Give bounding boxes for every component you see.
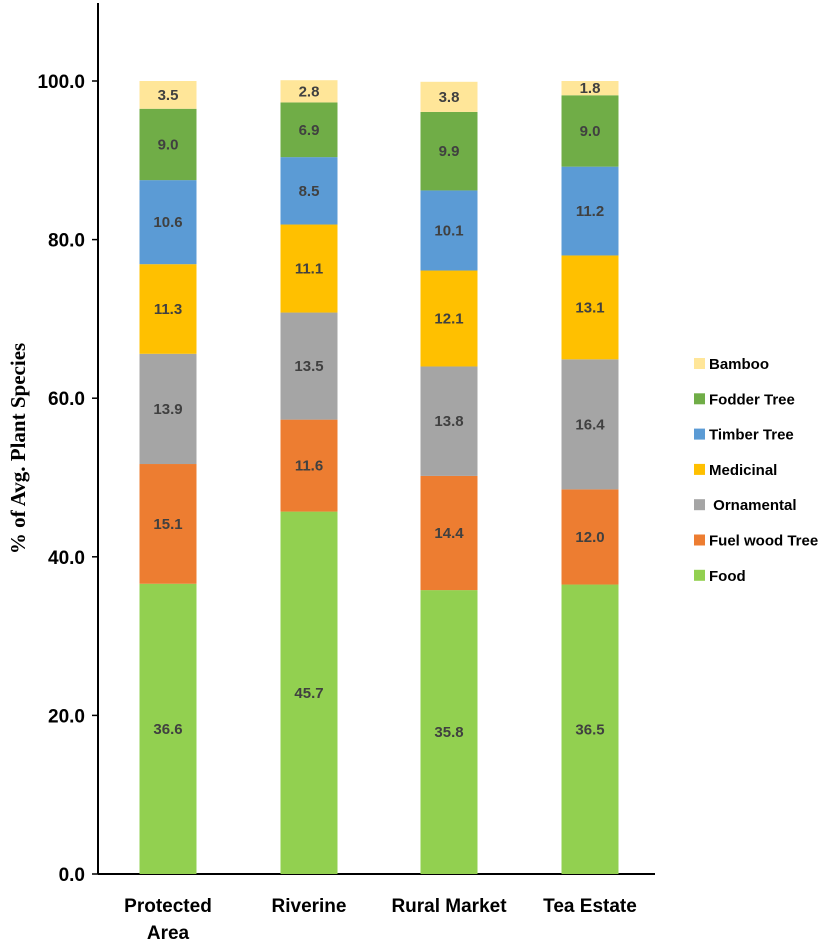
bar-segment [280,102,338,158]
data-label: 35.8 [434,724,463,741]
legend-swatch [694,499,705,511]
data-label: 2.8 [299,83,320,100]
data-label: 9.0 [580,123,601,140]
data-label: 12.0 [575,529,604,546]
bar-segment [280,312,338,420]
bar-segment [420,475,478,591]
bar-segment [280,157,338,225]
data-label: 11.6 [295,458,323,475]
data-label: 14.4 [434,525,464,542]
y-tick-label: 60.0 [48,389,85,410]
bar-segment [561,489,619,585]
bar-segment [420,190,478,271]
data-label: 15.1 [153,516,182,533]
data-label: 16.4 [575,416,605,433]
y-tick-label: 40.0 [48,548,85,569]
bar-segment [420,270,478,367]
y-tick-label: 80.0 [48,231,85,252]
legend-swatch [694,534,705,546]
legend-swatch [694,463,705,475]
legend-swatch [694,428,705,440]
bar-segment [420,366,478,476]
x-category-label-line: Tea Estate [543,896,637,917]
data-label: 13.8 [434,413,463,430]
data-label: 8.5 [299,183,320,200]
data-label: 13.1 [575,299,604,316]
data-label: 1.8 [580,80,601,97]
data-labels: 36.6 15.1 13.9 11.3 10.6 9.0 3.5 45.7 11.6 13.5 11… [153,80,605,741]
x-category-label: Riverine [272,896,347,917]
legend-label: Timber Tree [709,427,794,444]
x-category-label-line: Rural Market [391,896,507,917]
bar-segment [561,166,619,256]
data-label: 3.8 [439,89,460,106]
axes: 0.0 20.0 40.0 60.0 80.0 100.0 % of Avg. Plant … [6,3,655,944]
data-label: 9.0 [158,136,179,153]
legend-label: Ornamental [709,497,797,514]
legend: Bamboo Fodder Tree Timber Tree Medicinal Or… [694,356,818,585]
legend-label: Food [709,568,746,585]
y-tick-label: 100.0 [37,72,85,93]
data-label: 13.5 [294,358,323,375]
bars [139,80,619,874]
bar-segment [280,419,338,512]
bar-segment [139,81,197,109]
data-label: 3.5 [158,87,179,104]
data-label: 36.5 [575,721,604,738]
bar-segment [561,584,619,874]
legend-label: Bamboo [709,356,769,373]
x-category-label-line: Riverine [272,896,347,917]
bar-segment [139,464,197,584]
x-category-label: Tea Estate [543,896,637,917]
bar-segment [420,590,478,874]
legend-label: Fodder Tree [709,391,795,408]
bar-segment [280,511,338,874]
bar-segment [561,255,619,360]
data-label: 10.1 [434,222,463,239]
bar-segment [420,111,478,191]
legend-label: Medicinal [709,462,777,479]
data-label: 9.9 [439,143,460,160]
bar-segment [420,81,478,112]
data-label: 6.9 [299,122,320,139]
bar-segment [280,224,338,313]
bar-segment [139,583,197,874]
legend-swatch [694,393,705,405]
y-axis-title: % of Avg. Plant Species [6,343,30,554]
y-tick-label: 20.0 [48,706,85,727]
data-label: 45.7 [294,685,323,702]
data-label: 13.9 [153,401,182,418]
y-tick-label: 0.0 [59,865,85,886]
x-category-label-line: Protected [124,896,212,917]
data-label: 12.1 [434,311,463,328]
data-label: 11.2 [576,203,604,220]
bar-segment [139,264,197,354]
data-label: 11.3 [154,301,182,318]
bar-segment [280,80,338,103]
bar-segment [561,359,619,490]
legend-swatch [694,358,705,369]
bar-segment [561,95,619,167]
legend-label: Fuel wood Tree [709,533,818,550]
x-category-label: Rural Market [391,896,507,917]
bar-segment [139,180,197,265]
legend-swatch [694,569,705,581]
x-category-label-line: Area [147,923,190,944]
x-category-label: Protected Area [124,896,212,944]
data-label: 10.6 [153,214,182,231]
bar-segment [561,81,619,96]
bar-segment [139,353,197,465]
bar-segment [139,108,197,181]
data-label: 11.1 [295,261,323,278]
data-label: 36.6 [153,721,182,738]
